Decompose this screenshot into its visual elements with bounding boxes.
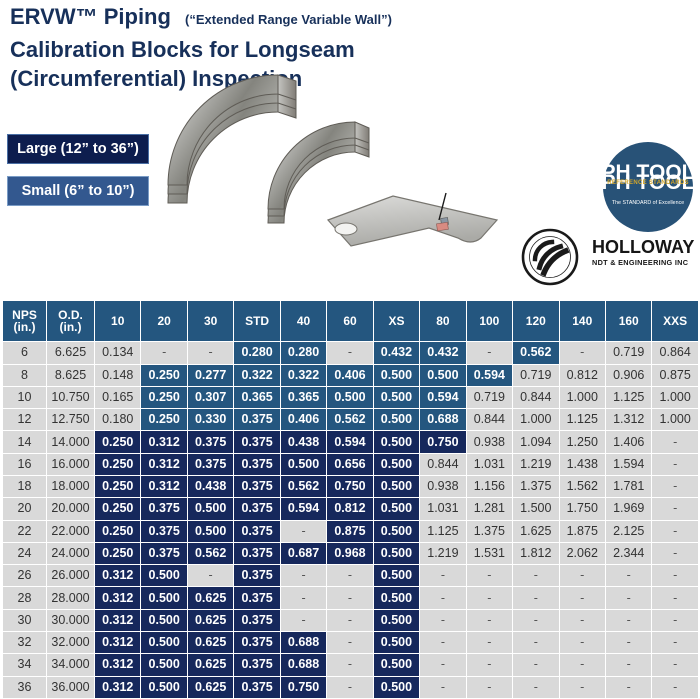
svg-text:REFERENCE STANDARDS: REFERENCE STANDARDS [607, 180, 689, 186]
svg-text:HOLLOWAY: HOLLOWAY [592, 237, 694, 257]
svg-text:The STANDARD of Excellence: The STANDARD of Excellence [612, 200, 684, 206]
svg-text:NDT & ENGINEERING INC: NDT & ENGINEERING INC [592, 258, 689, 267]
